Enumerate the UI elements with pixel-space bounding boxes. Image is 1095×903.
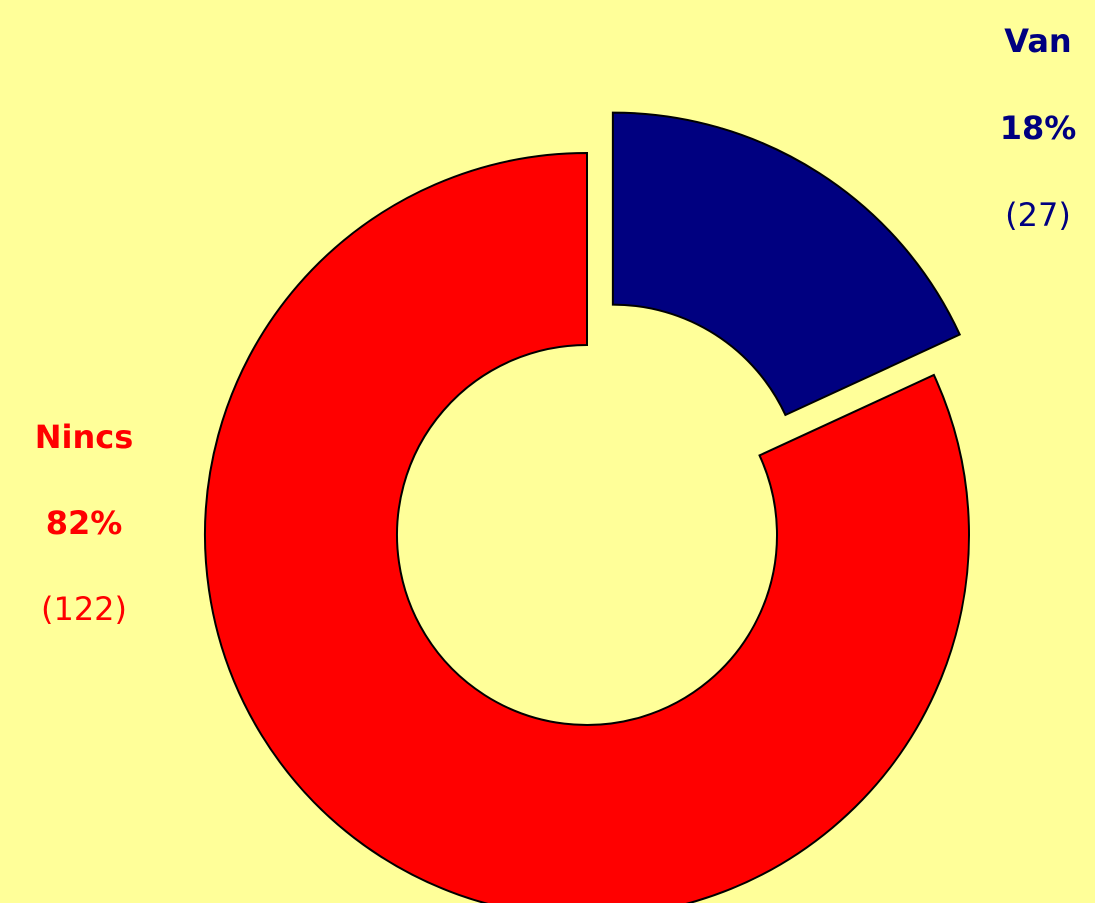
slices xyxy=(204,111,970,903)
slice-nincs xyxy=(204,151,970,903)
slice-label-van-percent: 18% xyxy=(1000,109,1077,147)
slice-label-nincs-percent: 82% xyxy=(46,504,123,542)
slice-label-nincs-name: Nincs xyxy=(35,418,134,456)
slice-van xyxy=(611,111,962,417)
slice-label-van-count: (27) xyxy=(1005,196,1071,234)
slice-label-nincs-count: (122) xyxy=(41,590,127,628)
slice-label-van-name: Van xyxy=(1004,22,1071,60)
